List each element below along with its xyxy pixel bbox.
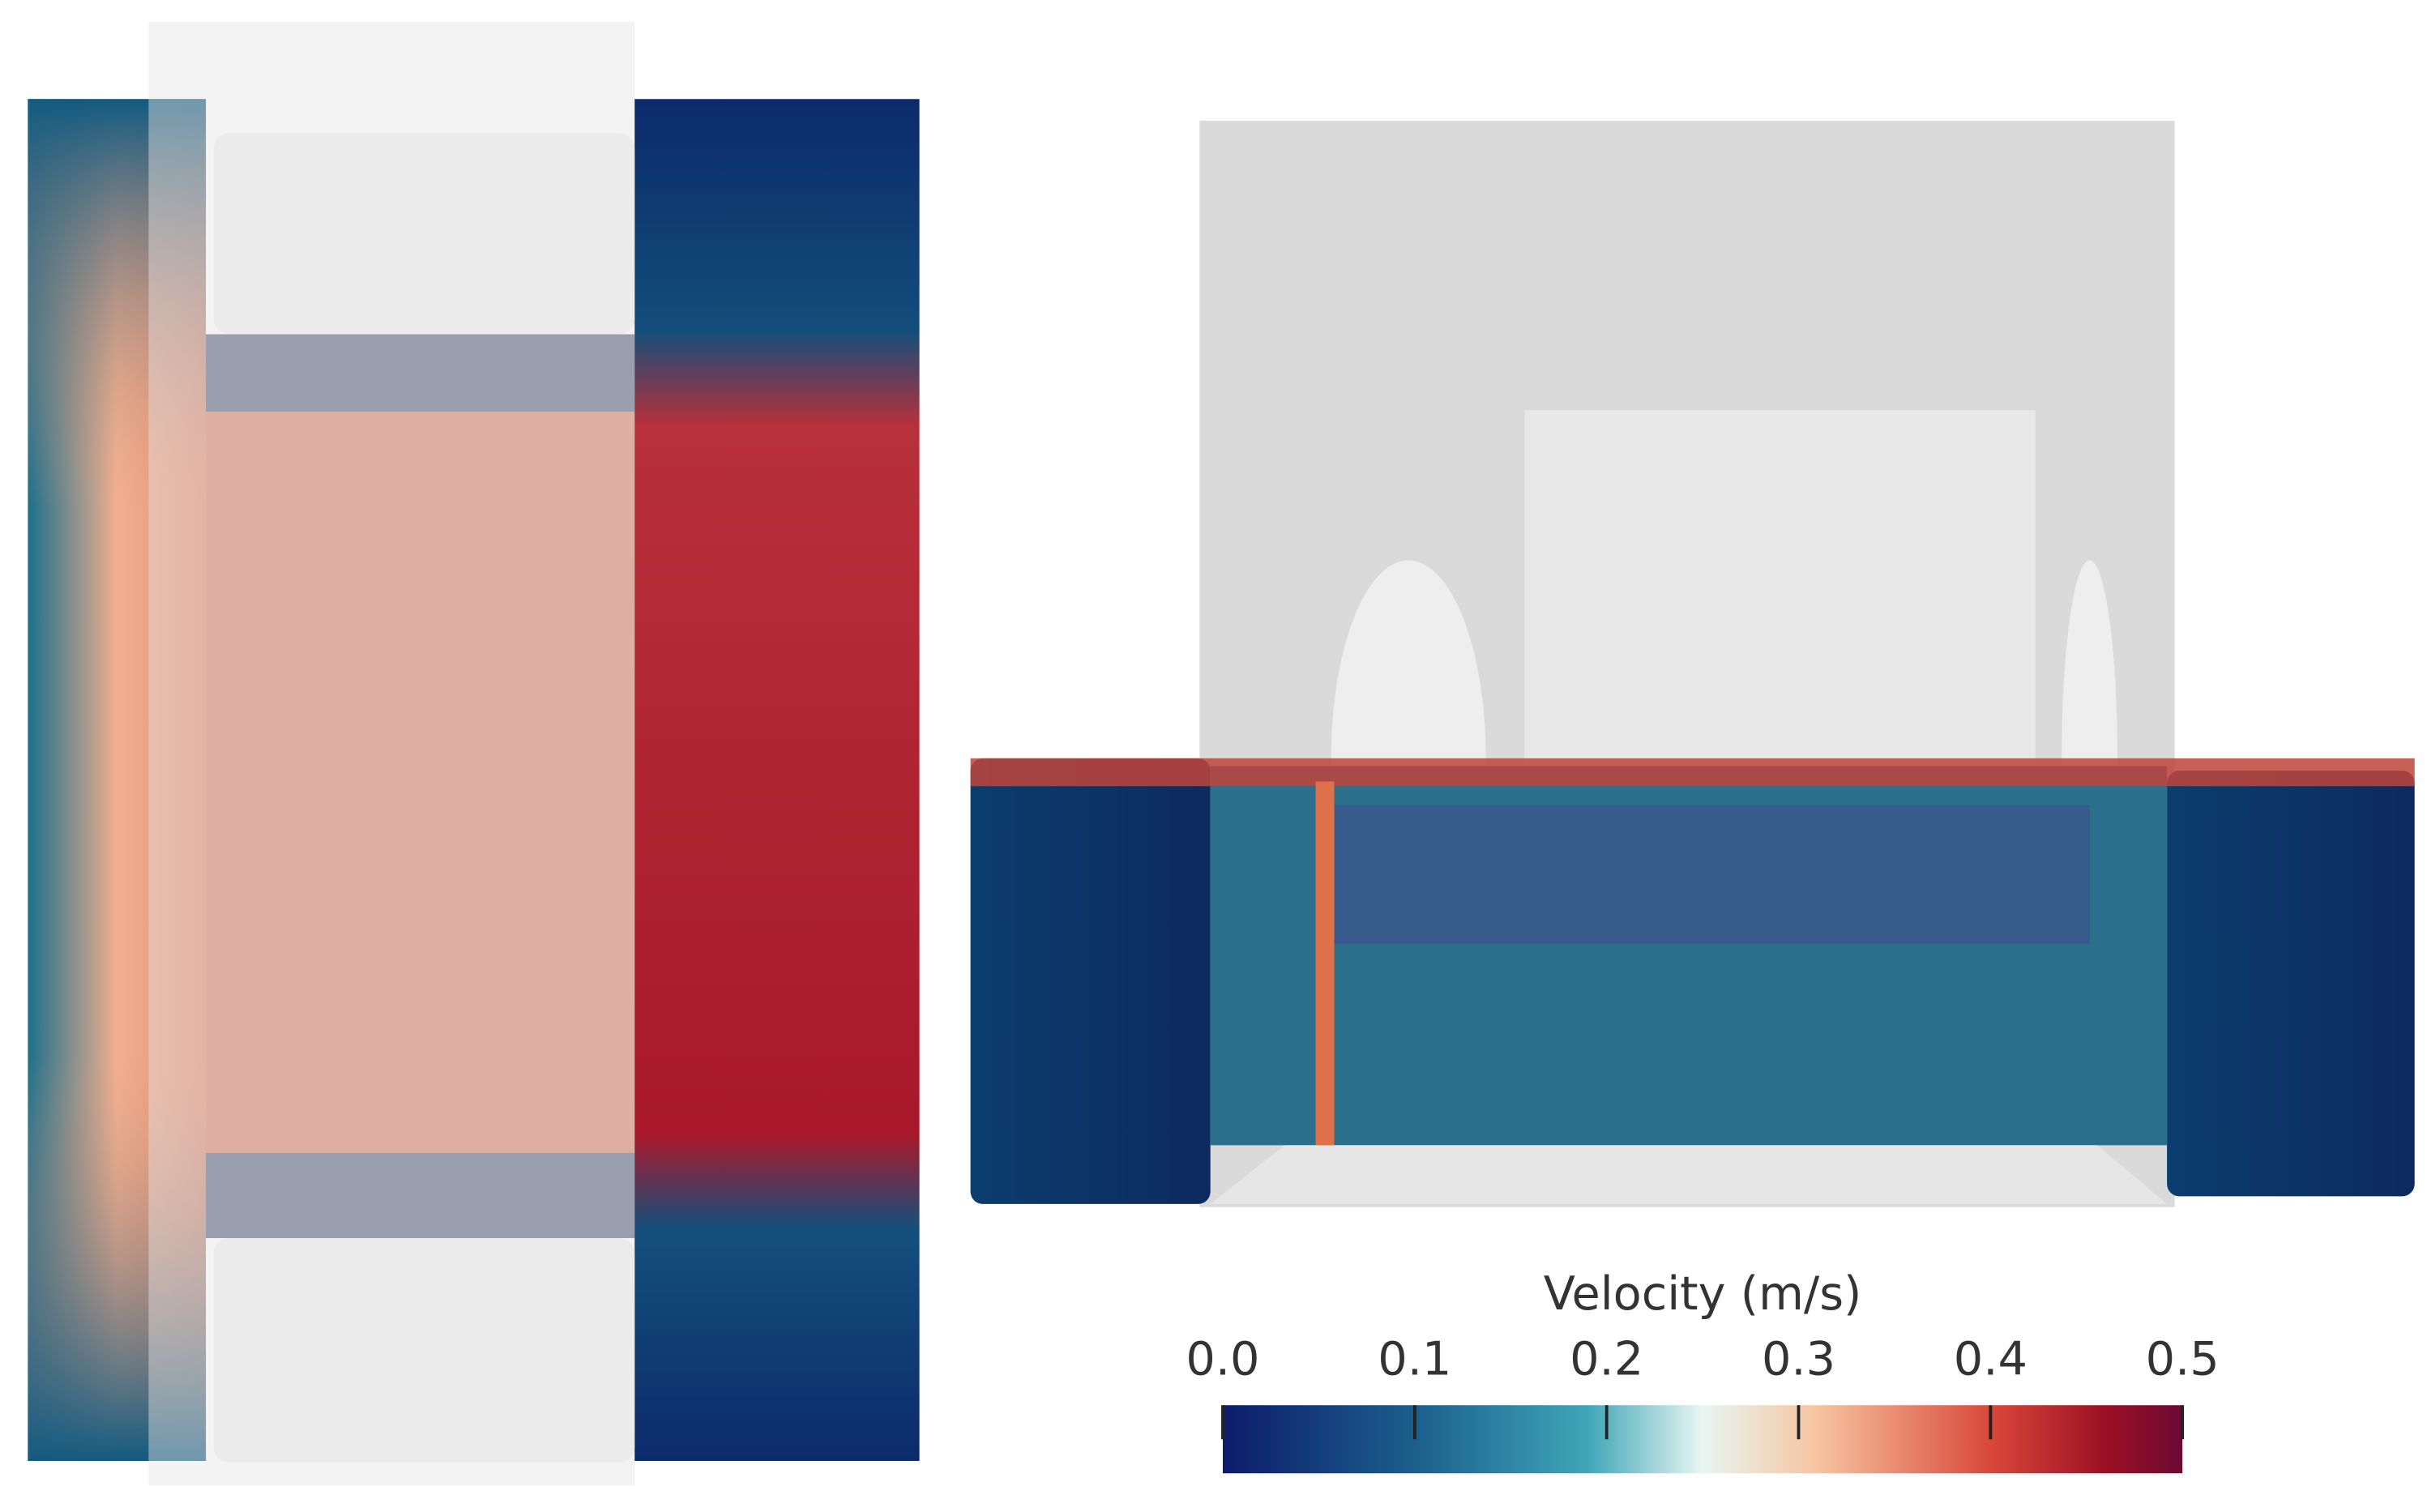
solid-body	[1210, 1145, 2168, 1204]
solid-body	[213, 133, 635, 335]
flow-field	[28, 99, 207, 1461]
tick-label: 0.1	[1378, 1331, 1451, 1386]
flow-field	[1315, 781, 1335, 1146]
tick-label: 0.5	[2146, 1331, 2220, 1386]
flow-field	[2167, 771, 2415, 1197]
solid-body	[1524, 410, 2036, 767]
flow-field	[970, 758, 2415, 787]
tick-label: 0.0	[1186, 1331, 1259, 1386]
flow-field	[1315, 805, 2090, 945]
colorbar-ticks: 0.0 0.1 0.2 0.3 0.4 0.5	[1186, 1331, 2220, 1440]
flow-field	[635, 99, 920, 1461]
solid-body	[213, 1237, 635, 1463]
tick-label: 0.3	[1762, 1331, 1835, 1386]
flow-field	[206, 1152, 635, 1238]
flow-field	[970, 758, 1211, 1204]
tick-label: 0.2	[1570, 1331, 1643, 1386]
flow-field	[206, 334, 635, 1238]
flow-field	[206, 334, 635, 412]
colorbar	[1222, 1405, 2183, 1474]
tick-label: 0.4	[1954, 1331, 2027, 1386]
colorbar-title: Velocity (m/s)	[1544, 1266, 1862, 1321]
